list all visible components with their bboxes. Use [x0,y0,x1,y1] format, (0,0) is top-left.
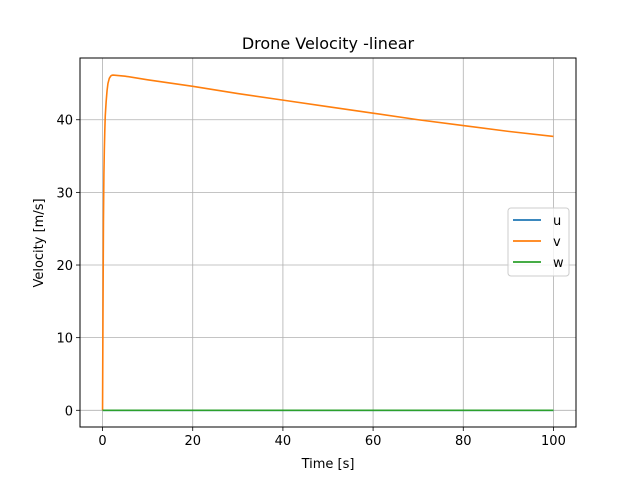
chart-title: Drone Velocity -linear [242,34,415,53]
x-tick-label: 100 [541,434,566,449]
y-axis-label: Velocity [m/s] [32,198,47,287]
axes-frame [79,57,577,428]
series-lines [101,74,554,412]
legend-label-w: w [553,256,564,271]
y-tick-label: 40 [56,114,73,129]
x-tick-label: 80 [455,434,472,449]
y-tick-label: 20 [56,259,73,274]
y-tick-label: 0 [65,404,73,419]
x-tick-label: 60 [365,434,382,449]
legend-label-v: v [553,235,561,250]
legend: uvw [507,207,570,277]
x-tick-label: 0 [98,434,106,449]
y-tick-label: 30 [56,186,73,201]
x-axis-label: Time [s] [301,457,355,472]
series-line-v [101,74,554,411]
x-tick-label: 20 [184,434,201,449]
legend-label-u: u [553,214,561,229]
ticks: 0 20 40 60 80 100 0 10 20 30 40 [56,114,565,449]
legend-box [507,207,570,277]
x-tick-label: 40 [275,434,292,449]
grid [80,58,576,427]
y-tick-label: 10 [56,332,73,347]
